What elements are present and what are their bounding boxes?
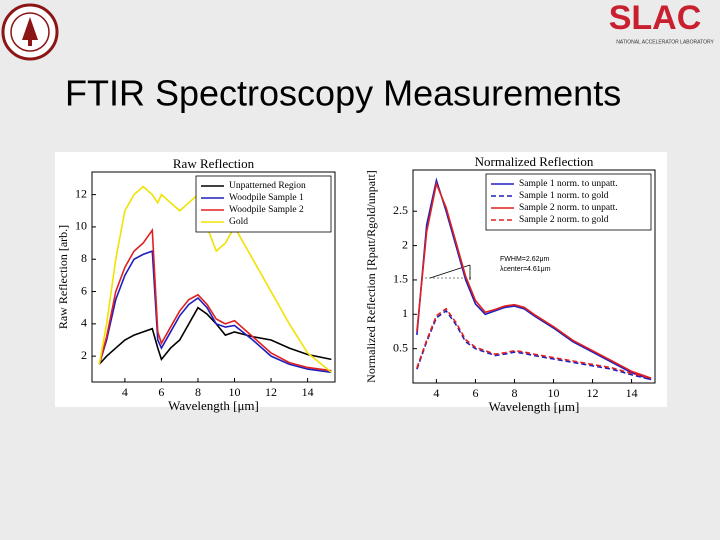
legend-label: Sample 1 norm. to gold (519, 191, 609, 201)
x-axis-label: Wavelength [μm] (168, 398, 259, 413)
slide-title: FTIR Spectroscopy Measurements (65, 73, 621, 114)
y-tick-label: 12 (75, 186, 87, 200)
y-tick-label: 2 (81, 348, 87, 362)
x-tick-label: 10 (229, 385, 241, 399)
series-line (416, 180, 652, 379)
legend-label: Sample 1 norm. to unpatt. (519, 179, 618, 189)
y-tick-label: 6 (81, 283, 87, 297)
y-axis-label: Normalized Reflection [Rpatt/Rgold/unpat… (364, 170, 378, 383)
y-tick-label: 2 (402, 237, 408, 251)
y-tick-label: 1.5 (393, 272, 408, 286)
legend-label: Sample 2 norm. to gold (519, 215, 609, 225)
y-tick-label: 4 (81, 316, 87, 330)
annotation: FWHM=2.62μm (500, 256, 550, 263)
y-tick-label: 8 (81, 251, 87, 265)
x-tick-label: 8 (511, 386, 517, 400)
y-tick-label: 1 (402, 306, 408, 320)
legend-label: Sample 2 norm. to unpatt. (519, 203, 618, 213)
x-tick-label: 14 (626, 386, 638, 400)
x-tick-label: 4 (433, 386, 439, 400)
series-line (98, 185, 332, 373)
x-axis-label: Wavelength [μm] (489, 399, 580, 414)
stanford-seal (1, 3, 59, 61)
chart-title: Normalized Reflection (475, 154, 594, 169)
logo-subtitle: NATIONAL ACCELERATOR LABORATORY (616, 39, 714, 45)
chart-title: Raw Reflection (173, 156, 255, 171)
x-tick-label: 6 (158, 385, 164, 399)
y-tick-label: 2.5 (393, 203, 408, 217)
series-line (98, 227, 332, 372)
legend-label: Woodpile Sample 1 (229, 193, 304, 203)
series-line (98, 306, 332, 365)
x-tick-label: 10 (548, 386, 560, 400)
series-line (416, 307, 652, 379)
x-tick-label: 12 (265, 385, 277, 399)
x-tick-label: 8 (195, 385, 201, 399)
series-line (98, 250, 332, 374)
x-tick-label: 6 (472, 386, 478, 400)
x-tick-label: 12 (587, 386, 599, 400)
x-tick-label: 4 (122, 385, 128, 399)
chart-normalized: FWHM=2.62μm λcenter=4.61μm 4 6 8 10 12 140.51… (364, 154, 656, 414)
y-tick-label: 0.5 (393, 340, 408, 354)
y-axis-label: Raw Reflection [arb.] (56, 225, 70, 329)
y-tick-label: 10 (75, 219, 87, 233)
annotation: λcenter=4.61μm (500, 266, 551, 273)
series-line (416, 177, 652, 381)
legend-label: Gold (229, 217, 248, 227)
plot-frame (91, 171, 336, 383)
x-tick-label: 14 (302, 385, 314, 399)
series-line (416, 309, 652, 381)
legend-label: Unpatterned Region (229, 181, 306, 191)
legend-label: Woodpile Sample 2 (229, 205, 304, 215)
plot-frame (412, 169, 656, 384)
logo-text: SLAC (609, 0, 702, 37)
chart-raw: 4 6 8 10 12 14 2 4 6 8 10 12 Raw Reflection Wavelengt… (56, 156, 336, 413)
